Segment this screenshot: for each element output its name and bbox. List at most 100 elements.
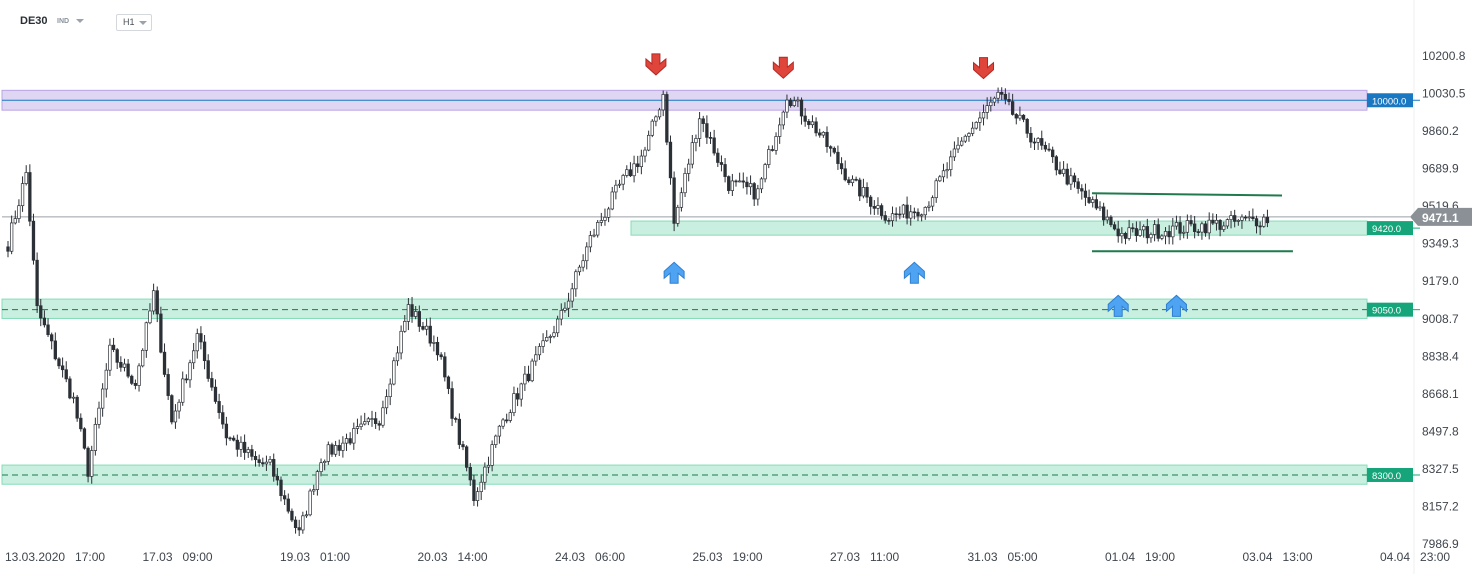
candle-body [1116, 228, 1120, 237]
candle-body [64, 369, 68, 380]
candle-body [46, 324, 50, 336]
candle-body [570, 288, 574, 302]
y-axis-tick-label: 10030.5 [1422, 87, 1466, 101]
candle-body [697, 118, 702, 139]
candle-body [297, 527, 301, 531]
candle-body [454, 418, 458, 420]
candle-body [1069, 175, 1073, 185]
candle-body [505, 419, 509, 422]
candle-body [1105, 216, 1109, 221]
candle-body [290, 510, 294, 521]
trendline[interactable] [1091, 192, 1283, 197]
candle-body [661, 94, 665, 111]
candle-body [992, 97, 997, 103]
candle-body [1156, 224, 1160, 239]
candle-body [1007, 98, 1011, 102]
candle-body [1054, 156, 1058, 171]
timeframe-selector[interactable]: H1 [116, 14, 152, 31]
candle-body [672, 177, 676, 224]
candle-body [319, 462, 323, 472]
candle-body [1098, 206, 1102, 209]
x-axis-tick-label: 01.04 19:00 [1105, 550, 1175, 564]
level-price-tag[interactable] [1367, 302, 1413, 317]
candle-body [788, 99, 793, 106]
candle-body [253, 456, 258, 461]
candle-body [1142, 226, 1146, 231]
candle-body [159, 313, 163, 353]
level-price-tag[interactable] [1367, 221, 1413, 236]
candle-body [606, 208, 611, 218]
candle-body [872, 206, 876, 209]
candle-body [239, 441, 243, 450]
candle-body [1025, 119, 1029, 134]
candle-body [195, 333, 199, 352]
candle-body [1109, 216, 1113, 226]
candle-body [333, 445, 338, 455]
candle-body [141, 349, 145, 367]
candle-body [818, 132, 822, 136]
candle-body [1200, 223, 1204, 233]
candle-body [202, 341, 207, 362]
candle-body [588, 235, 593, 248]
candle-body [1131, 227, 1135, 230]
candle-body [960, 140, 964, 146]
candle-body [490, 444, 494, 466]
candle-body [719, 162, 724, 165]
y-axis-tick-label: 9689.9 [1422, 162, 1459, 176]
candle-body [1225, 219, 1230, 227]
symbol-label[interactable]: DE30 [20, 15, 48, 27]
candle-body [308, 490, 312, 516]
candle-body [803, 115, 807, 122]
candle-body [71, 396, 76, 399]
candle-body [694, 138, 698, 144]
candle-body [100, 388, 105, 409]
candle-body [894, 213, 898, 216]
y-axis-tick-label: 9008.7 [1422, 312, 1459, 326]
candle-body [1182, 231, 1186, 234]
candle-body [468, 467, 472, 481]
candle-body [392, 360, 396, 385]
candle-body [1061, 168, 1066, 174]
candle-body [1152, 224, 1157, 235]
candle-body [1112, 224, 1117, 230]
candle-body [850, 178, 855, 184]
candle-body [497, 425, 502, 437]
current-price-tag[interactable] [1410, 207, 1472, 226]
candle-body [916, 211, 920, 217]
candle-body [1101, 206, 1106, 221]
candle-body [210, 378, 214, 388]
candle-body [989, 101, 993, 107]
candle-body [1083, 190, 1088, 198]
candle-body [1145, 226, 1149, 239]
candle-body [464, 446, 469, 468]
candle-body [978, 117, 982, 123]
candle-body [50, 334, 54, 342]
candle-body [388, 383, 392, 398]
candle-body [79, 417, 83, 430]
candle-body [137, 365, 141, 386]
candle-body [1185, 220, 1190, 233]
x-axis-tick-label: 04.04 23:00 [1380, 550, 1450, 564]
level-price-tag[interactable] [1367, 93, 1413, 108]
candle-body [796, 99, 800, 102]
y-axis-tick-label: 9349.3 [1422, 237, 1459, 251]
candle-body [523, 373, 527, 385]
y-axis-tick-label: 8497.8 [1422, 424, 1459, 438]
candle-body [1065, 168, 1069, 185]
candle-body [250, 449, 254, 457]
candle-body [446, 376, 451, 389]
candle-body [574, 271, 578, 290]
down-arrow-icon [772, 56, 794, 79]
candle-body [242, 441, 247, 453]
level-price-tag[interactable] [1367, 467, 1413, 482]
symbol-dropdown-chevron-down-icon[interactable] [76, 19, 84, 23]
candle-body [1214, 219, 1219, 224]
candle-body [170, 395, 174, 423]
candle-body [42, 317, 47, 326]
candle-body [28, 172, 32, 222]
candle-body [759, 178, 764, 190]
current-price-label: 9471.1 [1422, 211, 1459, 225]
candle-body [930, 197, 935, 207]
down-arrow-icon [973, 57, 995, 80]
